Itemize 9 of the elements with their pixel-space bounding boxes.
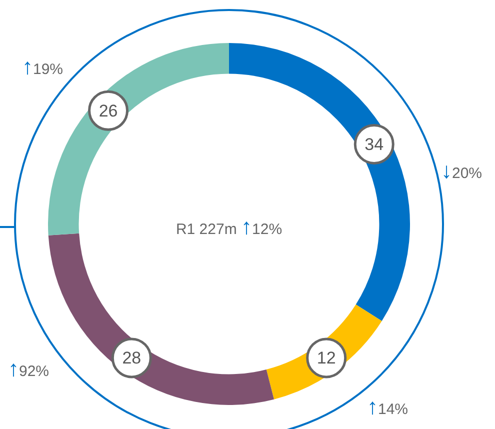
text: ↓20% xyxy=(441,158,482,183)
data-label: 28 xyxy=(122,348,142,368)
data-label: 12 xyxy=(316,348,336,368)
data-label: 26 xyxy=(98,101,118,120)
text: ↑14% xyxy=(367,394,408,419)
data-label: 34 xyxy=(364,134,384,154)
text: ↑92% xyxy=(8,356,50,381)
text: R1 227m ↑12% xyxy=(176,214,282,239)
text: ↑19% xyxy=(22,54,64,79)
